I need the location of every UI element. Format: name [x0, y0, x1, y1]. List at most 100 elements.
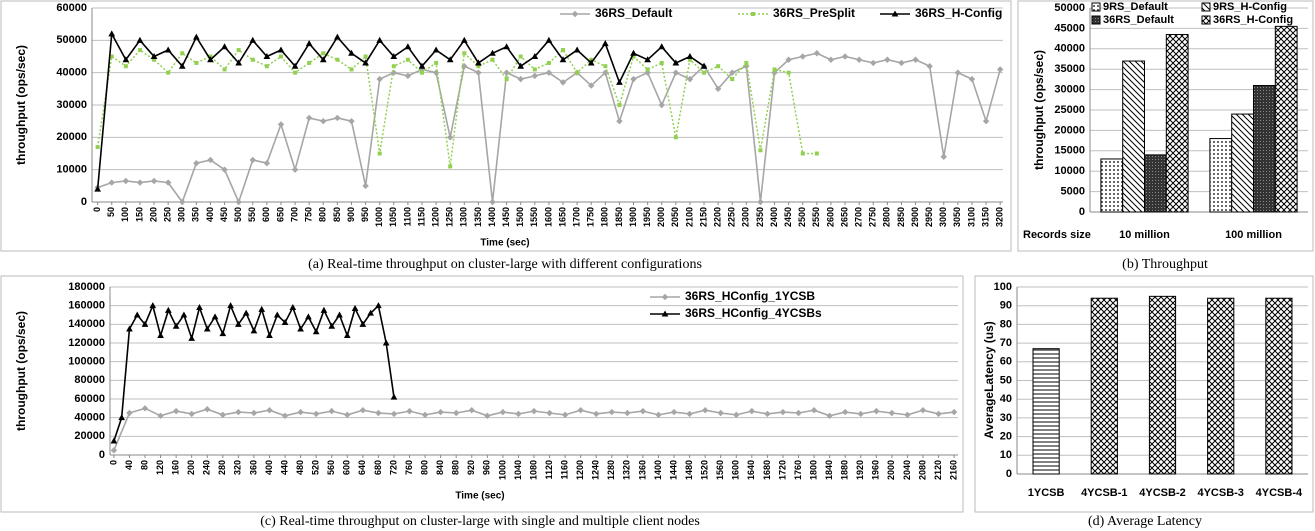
bar [1253, 85, 1276, 213]
marker [419, 70, 424, 75]
marker [702, 70, 707, 75]
marker [461, 62, 468, 70]
marker [141, 320, 149, 327]
marker [841, 408, 849, 416]
caption: (d) Average Latency [1088, 514, 1202, 529]
marker [827, 56, 835, 63]
x-tick-label: 2450 [783, 207, 793, 227]
x-tick-label: 2050 [670, 207, 680, 227]
marker [904, 411, 911, 419]
marker [277, 46, 285, 53]
marker [588, 82, 595, 89]
y-tick-label: 160000 [68, 300, 105, 312]
bar [1165, 34, 1189, 213]
marker [281, 412, 289, 420]
marker [499, 408, 507, 416]
x-tick-label: 1560 [715, 460, 725, 480]
marker [219, 411, 227, 419]
x-tick-label: 700 [289, 207, 299, 222]
marker [672, 59, 680, 66]
marker [235, 198, 242, 206]
marker [390, 69, 397, 76]
x-tick-label: 200 [186, 460, 196, 475]
y-tick-label: 120000 [68, 337, 105, 349]
x-tick-label: 100 million [1225, 229, 1282, 241]
y-tick-label: 20000 [1054, 124, 1085, 136]
marker [157, 412, 164, 420]
marker [503, 43, 510, 50]
marker [432, 46, 440, 53]
marker [291, 166, 299, 173]
x-tick-label: 40 [124, 460, 134, 470]
x-tick-label: 1920 [855, 460, 865, 480]
marker [377, 151, 382, 156]
marker [188, 410, 195, 418]
x-tick-label: 1080 [528, 460, 538, 480]
marker [484, 412, 491, 420]
bar [1207, 297, 1235, 475]
x-tick-label: 560 [326, 460, 336, 475]
x-tick-label: 440 [279, 460, 289, 475]
marker [940, 153, 947, 160]
bar [1100, 158, 1124, 213]
marker [305, 40, 313, 47]
marker [462, 51, 467, 56]
marker [826, 412, 833, 420]
marker [503, 69, 510, 76]
marker [108, 30, 116, 37]
y-tick-label: 20 [1000, 431, 1012, 443]
marker [263, 52, 271, 59]
marker [110, 447, 118, 454]
x-tick-label: 2080 [917, 460, 927, 480]
y-axis-title: throughput (ops/sec) [14, 45, 28, 165]
marker [123, 64, 128, 69]
marker [277, 121, 285, 128]
series-line [96, 31, 705, 190]
marker [772, 67, 777, 72]
x-tick-label: 1480 [684, 460, 694, 480]
marker [221, 43, 228, 50]
marker [351, 304, 359, 311]
marker [250, 409, 258, 417]
x-tick-label: 1400 [653, 460, 663, 480]
y-tick-label: 5000 [1061, 186, 1085, 198]
y-tick-label: 70 [1000, 337, 1012, 349]
legend-label: 36RS_PreSplit [773, 6, 855, 20]
marker [813, 50, 821, 57]
marker [172, 322, 180, 329]
x-tick-label: 2600 [825, 207, 835, 227]
marker [716, 64, 721, 69]
x-tick-label: 2100 [684, 207, 694, 227]
x-tick-label: 1040 [513, 460, 523, 480]
marker [305, 313, 312, 320]
y-tick-label: 0 [81, 196, 87, 208]
marker [343, 332, 351, 339]
x-tick-label: 1850 [614, 207, 624, 227]
y-tick-label: 20000 [56, 131, 87, 143]
y-tick-label: 100000 [68, 356, 105, 368]
marker [545, 36, 553, 43]
legend-swatch [1091, 15, 1101, 25]
marker [150, 177, 158, 185]
bar [1274, 25, 1298, 213]
marker [996, 66, 1004, 73]
marker [321, 51, 326, 56]
marker [188, 334, 196, 341]
series-line [96, 48, 817, 167]
marker [730, 77, 735, 82]
marker [593, 410, 600, 418]
marker [701, 406, 709, 414]
x-tick-label: 0 [108, 460, 118, 465]
x-tick-label: 1150 [416, 207, 426, 227]
marker [227, 302, 234, 309]
marker [406, 407, 413, 415]
marker [587, 59, 595, 66]
x-tick-label: 1880 [840, 460, 850, 480]
y-tick-label: 60 [1000, 356, 1012, 368]
marker [532, 67, 537, 72]
y-tick-label: 35000 [1054, 63, 1085, 75]
series-line [113, 303, 395, 442]
x-tick-label: 650 [275, 207, 285, 222]
marker [912, 56, 919, 63]
